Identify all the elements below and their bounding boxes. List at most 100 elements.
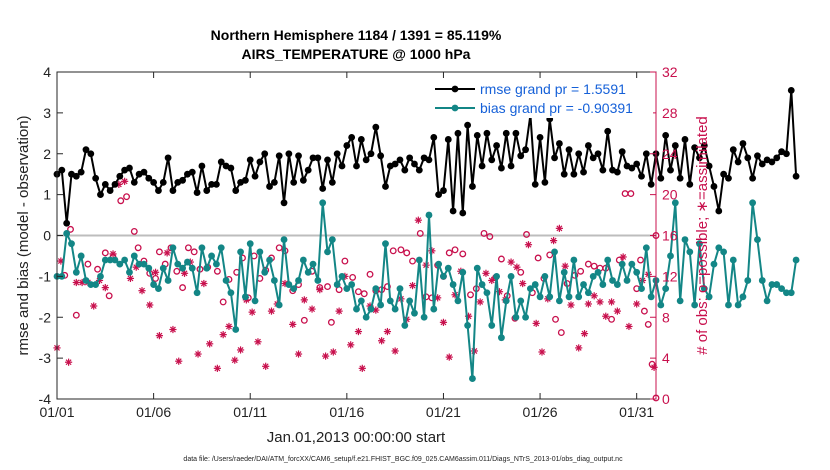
- bias-point: [232, 326, 240, 333]
- asterisk-stroke: [164, 249, 171, 256]
- assimilated-obs-point: [378, 337, 386, 345]
- rmse-point: [618, 148, 626, 156]
- rmse-point: [633, 160, 641, 168]
- rmse-point: [232, 187, 240, 194]
- rmse-point: [541, 178, 549, 186]
- bias-point: [691, 301, 699, 309]
- rmse-point: [155, 187, 162, 194]
- possible-obs-point: [445, 249, 453, 257]
- asterisk-stroke: [556, 225, 563, 232]
- assimilated-obs-point: [567, 301, 575, 309]
- bias-point: [92, 281, 100, 288]
- rmse-point: [473, 131, 481, 139]
- rmse-point: [348, 134, 356, 141]
- rmse-point: [560, 170, 568, 178]
- asterisk-stroke: [591, 292, 598, 299]
- rmse-point: [720, 170, 728, 178]
- possible-obs-point: [123, 193, 131, 201]
- rmse-point: [82, 146, 90, 154]
- asterisk-stroke: [568, 302, 574, 308]
- bias-point: [164, 277, 172, 284]
- rmse-point: [498, 164, 505, 172]
- rmse-point: [101, 181, 109, 188]
- rmse-point: [725, 174, 732, 182]
- rmse-point: [531, 181, 539, 188]
- asterisk-stroke: [322, 353, 329, 360]
- rmse-point: [444, 136, 452, 143]
- rmse-point: [77, 168, 85, 176]
- possible-obs-point: [517, 268, 525, 276]
- rmse-point: [555, 140, 563, 147]
- bias-point: [584, 289, 592, 297]
- assimilated-obs-point: [524, 241, 533, 249]
- rmse-point: [280, 199, 288, 207]
- rmse-point: [266, 183, 273, 190]
- rmse-point: [754, 152, 761, 160]
- asterisk-stroke: [575, 344, 582, 351]
- rmse-point: [638, 172, 645, 180]
- rmse-point: [739, 140, 747, 147]
- assimilated-obs-point: [308, 305, 316, 313]
- y-axis-label-left: rmse and bias (model - observation): [15, 115, 32, 355]
- possible-obs-point: [300, 316, 308, 324]
- asterisk-stroke: [57, 258, 64, 265]
- assimilated-obs-point: [109, 250, 117, 258]
- rmse-point: [657, 174, 665, 182]
- rmse-point: [493, 142, 500, 149]
- bias-point: [512, 313, 520, 321]
- legend-label-bias: bias grand pr = -0.90391: [480, 100, 633, 116]
- asterisk-stroke: [378, 337, 385, 344]
- asterisk-stroke: [488, 277, 495, 284]
- bias-point: [638, 285, 645, 293]
- assimilated-obs-point: [213, 364, 221, 372]
- x-tick-label: 01/06: [136, 404, 171, 420]
- possible-obs-point: [101, 249, 109, 257]
- asterisk-stroke: [446, 354, 453, 361]
- bias-point: [522, 313, 529, 321]
- chart-title-line2: AIRS_TEMPERATURE @ 1000 hPa: [242, 46, 471, 62]
- bias-point: [280, 236, 288, 243]
- bias-point: [720, 248, 728, 256]
- rmse-point: [715, 207, 723, 215]
- bias-point: [435, 260, 443, 268]
- rmse-point: [783, 150, 790, 158]
- rmse-point: [425, 156, 433, 164]
- assimilated-obs-point: [549, 237, 558, 245]
- possible-obs-point: [397, 246, 405, 254]
- assimilated-obs-point: [206, 340, 214, 348]
- bias-point: [256, 248, 264, 256]
- rmse-point: [676, 174, 684, 182]
- rmse-point: [449, 207, 457, 215]
- bias-point: [725, 301, 732, 309]
- possible-obs-point: [130, 227, 138, 235]
- rmse-point: [551, 154, 558, 162]
- rmse-point: [343, 142, 351, 149]
- possible-obs-point: [354, 288, 362, 296]
- rmse-point: [106, 187, 114, 194]
- assimilated-obs-point: [358, 364, 366, 372]
- possible-obs-point: [219, 298, 227, 306]
- bias-point: [198, 244, 206, 252]
- rmse-point: [488, 156, 496, 164]
- possible-obs-point: [360, 290, 368, 298]
- rmse-point: [599, 166, 607, 174]
- assimilated-obs-point: [101, 284, 109, 292]
- bias-point: [444, 264, 452, 272]
- possible-obs-point: [577, 267, 585, 275]
- asterisk-stroke: [440, 319, 447, 326]
- asterisk-stroke: [608, 298, 615, 305]
- asterisk-stroke: [249, 309, 256, 316]
- asterisk-stroke: [121, 178, 128, 185]
- bias-point: [217, 244, 225, 252]
- asterisk-stroke: [625, 323, 632, 330]
- assimilated-obs-point: [155, 332, 164, 340]
- bias-point: [527, 285, 534, 293]
- asterisk-stroke: [220, 331, 227, 338]
- rmse-point: [768, 158, 776, 166]
- bias-point: [459, 268, 467, 276]
- asterisk-stroke: [110, 250, 117, 257]
- assimilated-obs-point: [507, 258, 515, 266]
- bias-point: [792, 256, 800, 264]
- bias-point: [111, 256, 119, 264]
- x-tick-label: 01/26: [523, 404, 558, 420]
